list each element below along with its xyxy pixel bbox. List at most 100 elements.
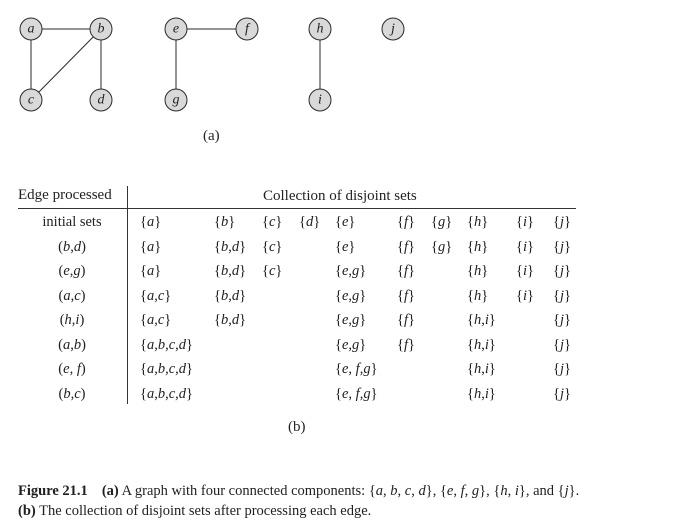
part-b-label: (b) [288, 419, 306, 435]
table-row-label: (a,b) [58, 336, 86, 353]
graph-node-label: c [28, 93, 35, 108]
graph-node-label: d [98, 93, 106, 108]
table-cell: {j} [553, 312, 571, 328]
graph-node-circle [89, 17, 113, 41]
table-row-label: (b,c) [58, 385, 86, 402]
graph-node-a: a [19, 17, 43, 41]
caption-part-a: (a) [101, 483, 119, 499]
header-collection: Collection of disjoint sets [263, 188, 417, 204]
table-cell: {j} [553, 238, 571, 255]
table-cell: {h,i} [467, 336, 496, 353]
table-cell: {f} [397, 336, 415, 353]
graph-figure: a b c d e f g h i j [19, 17, 405, 112]
graph-node-i: i [308, 88, 332, 112]
table-cell: {i} [516, 287, 534, 304]
table-cell: {f} [397, 214, 415, 230]
table-cell: {e,g} [335, 263, 367, 279]
graph-node-circle [164, 17, 188, 41]
graph-node-label: a [28, 22, 35, 37]
graph-node-f: f [235, 17, 259, 41]
table-cell: {c} [262, 238, 283, 255]
graph-edge-bc [30, 28, 102, 101]
table-cell: {g} [431, 238, 453, 255]
part-a-label: (a) [203, 128, 220, 144]
graph-node-circle [308, 88, 332, 112]
graph-node-h: h [308, 17, 332, 41]
graph-node-c: c [19, 88, 43, 112]
graph-node-label: g [173, 93, 180, 108]
table-row-label: (b,d) [58, 238, 86, 255]
table-cell: {d} [299, 214, 321, 230]
table-cell: {e,g} [335, 287, 367, 304]
graph-node-circle [19, 17, 43, 41]
table-cell: {h} [467, 263, 489, 279]
figure-caption: Figure 21.1 (a) A graph with four connect… [18, 481, 668, 521]
table-cell: {j} [553, 336, 571, 353]
graph-node-g: g [164, 88, 188, 112]
caption-text-a: A graph with four connected components: … [121, 483, 580, 499]
graph-node-label: b [98, 22, 105, 37]
table-cell: {e,g} [335, 312, 367, 328]
graph-node-label: e [173, 22, 179, 37]
table-row-label: initial sets [42, 214, 102, 230]
table-cell: {e} [335, 214, 356, 230]
table-cell: {a,c} [140, 312, 172, 328]
graph-node-label: h [317, 22, 324, 37]
table-cell: {j} [553, 263, 571, 279]
table-row-label: (h,i) [59, 312, 85, 328]
table-cell: {i} [516, 214, 534, 230]
header-rule [18, 208, 576, 209]
graph-node-j: j [381, 17, 405, 41]
table-cell: {b,d} [214, 312, 247, 328]
table-cell: {f} [397, 287, 415, 304]
table-cell: {h} [467, 214, 489, 230]
graph-node-circle [381, 17, 405, 41]
graph-node-label: j [389, 22, 395, 37]
graph-node-e: e [164, 17, 188, 41]
table-cell: {b,d} [214, 238, 247, 255]
graph-node-circle [308, 17, 332, 41]
graph-node-circle [19, 88, 43, 112]
table-cell: {i} [516, 238, 534, 255]
caption-figure-label: Figure 21.1 [18, 483, 88, 499]
table-cell: {a,b,c,d} [140, 361, 193, 377]
table-cell: {g} [431, 214, 453, 230]
table-cell: {f} [397, 263, 415, 279]
table-cell: {e,g} [335, 336, 367, 353]
graph-node-label: f [245, 22, 251, 37]
table-cell: {b,d} [214, 287, 247, 304]
table-row-label: (e, f) [58, 361, 86, 377]
table-cell: {a,b,c,d} [140, 385, 193, 402]
table-cell: {f} [397, 238, 415, 255]
table-row-label: (a,c) [58, 287, 86, 304]
caption-part-b: (b) [18, 503, 36, 519]
disjoint-sets-table: Edge processed Collection of disjoint se… [18, 186, 576, 404]
graph-node-circle [235, 17, 259, 41]
graph-node-circle [89, 88, 113, 112]
table-cell: {b} [214, 214, 236, 230]
table-cell: {a,c} [140, 287, 172, 304]
caption-line-1: Figure 21.1 (a) A graph with four connect… [18, 481, 668, 501]
table-cell: {a,b,c,d} [140, 336, 193, 353]
caption-line-2: (b) The collection of disjoint sets afte… [18, 501, 668, 521]
column-rule [127, 186, 128, 404]
table-cell: {e, f,g} [335, 385, 378, 402]
table-cell: {h,i} [467, 312, 496, 328]
table-cell: {h} [467, 287, 489, 304]
table-cell: {e, f,g} [335, 361, 378, 377]
table-cell: {j} [553, 361, 571, 377]
table-cell: {f} [397, 312, 415, 328]
table-cell: {a} [140, 263, 162, 279]
table-cell: {j} [553, 214, 571, 230]
graph-node-label: i [318, 93, 322, 108]
table-row-label: (e,g) [58, 263, 86, 279]
table-cell: {i} [516, 263, 534, 279]
table-cell: {b,d} [214, 263, 247, 279]
graph-node-d: d [89, 88, 113, 112]
graph-node-b: b [89, 17, 113, 41]
graph-node-circle [164, 88, 188, 112]
caption-text-b: The collection of disjoint sets after pr… [39, 503, 372, 519]
table-cell: {h,i} [467, 385, 496, 402]
table-cell: {a} [140, 214, 162, 230]
table-cell: {j} [553, 287, 571, 304]
